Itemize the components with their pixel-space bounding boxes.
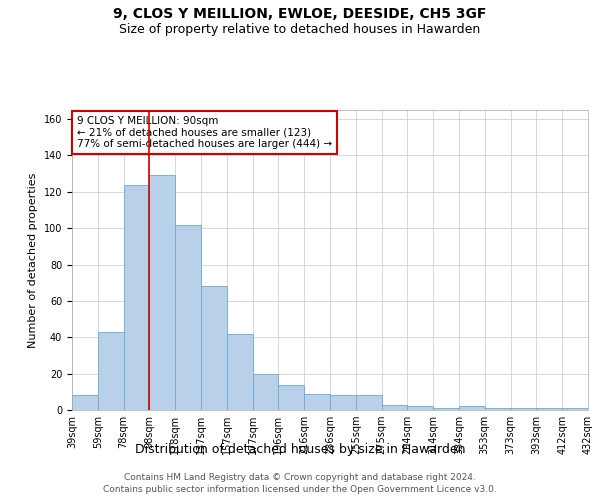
Bar xyxy=(227,334,253,410)
Bar xyxy=(356,396,382,410)
Bar xyxy=(149,176,175,410)
Text: Contains HM Land Registry data © Crown copyright and database right 2024.: Contains HM Land Registry data © Crown c… xyxy=(124,472,476,482)
Bar xyxy=(485,408,511,410)
Text: 9, CLOS Y MEILLION, EWLOE, DEESIDE, CH5 3GF: 9, CLOS Y MEILLION, EWLOE, DEESIDE, CH5 … xyxy=(113,8,487,22)
Bar xyxy=(98,332,124,410)
Bar xyxy=(330,396,356,410)
Bar xyxy=(536,408,562,410)
Bar xyxy=(278,384,304,410)
Bar xyxy=(382,404,407,410)
Y-axis label: Number of detached properties: Number of detached properties xyxy=(28,172,38,348)
Bar xyxy=(433,408,459,410)
Bar xyxy=(304,394,330,410)
Text: Size of property relative to detached houses in Hawarden: Size of property relative to detached ho… xyxy=(119,22,481,36)
Bar xyxy=(562,408,588,410)
Text: 9 CLOS Y MEILLION: 90sqm
← 21% of detached houses are smaller (123)
77% of semi-: 9 CLOS Y MEILLION: 90sqm ← 21% of detach… xyxy=(77,116,332,149)
Text: Distribution of detached houses by size in Hawarden: Distribution of detached houses by size … xyxy=(135,442,465,456)
Bar xyxy=(511,408,536,410)
Bar xyxy=(407,406,433,410)
Text: Contains public sector information licensed under the Open Government Licence v3: Contains public sector information licen… xyxy=(103,485,497,494)
Bar xyxy=(201,286,227,410)
Bar xyxy=(459,406,485,410)
Bar xyxy=(124,184,149,410)
Bar xyxy=(175,224,201,410)
Bar xyxy=(253,374,278,410)
Bar xyxy=(72,396,98,410)
